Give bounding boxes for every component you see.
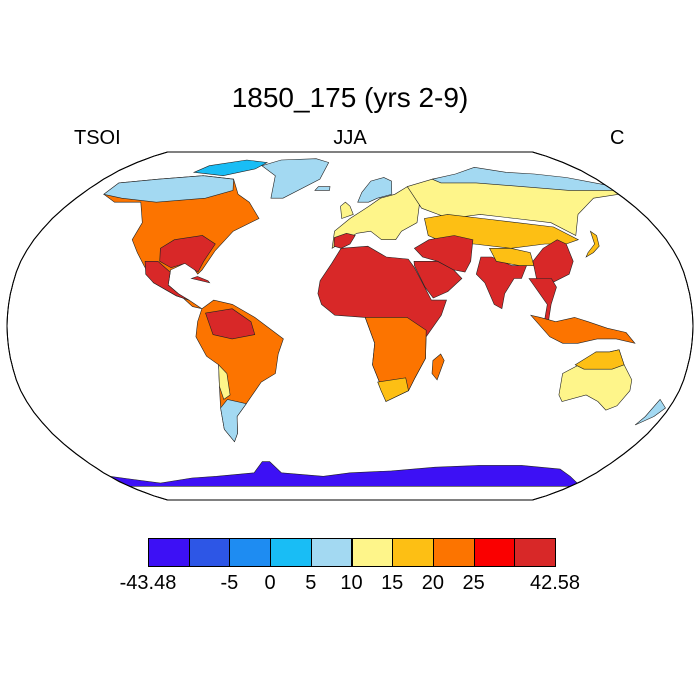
colorbar-swatch: [392, 538, 434, 567]
land-layer: [103, 158, 666, 487]
colorbar-tick-label: 25: [462, 572, 485, 594]
land-andes-cold: [218, 364, 231, 400]
colorbar-swatch: [270, 538, 312, 567]
colorbar-tick-label: -43.48: [119, 572, 177, 594]
colorbar-tick-label: 5: [305, 572, 317, 594]
land-south-america-north: [205, 308, 256, 340]
land-uk: [340, 201, 354, 219]
season-label: JJA: [333, 127, 367, 149]
map-title: 1850_175 (yrs 2-9): [231, 82, 469, 113]
land-mexico: [144, 260, 190, 301]
land-madagascar: [431, 353, 445, 381]
units-label: C: [610, 127, 625, 149]
land-middle-east: [413, 235, 474, 273]
land-south-africa: [377, 377, 409, 402]
land-indonesia: [529, 314, 636, 344]
colorbar-swatch: [229, 538, 272, 567]
land-se-asia: [528, 278, 557, 325]
colorbar-swatch: [310, 538, 353, 567]
land-north-america-arctic: [103, 175, 234, 203]
colorbar-tick-label: 20: [421, 572, 445, 594]
map-border: [6, 151, 694, 501]
colorbar-tick-label: 0: [264, 572, 276, 594]
land-usa-southeast: [159, 235, 216, 273]
land-china-east: [532, 239, 574, 284]
land-antarctica-edge: [109, 461, 578, 487]
colorbar-swatch: [351, 538, 394, 567]
colorbar-swatch: [148, 538, 190, 567]
land-new-zealand: [634, 398, 666, 426]
colorbar-swatch: [473, 538, 516, 567]
land-patagonia: [220, 399, 247, 443]
variable-label: TSOI: [74, 127, 121, 149]
colorbar-swatch: [514, 538, 556, 567]
land-iceland: [314, 186, 331, 191]
colorbar-tick-label: 10: [340, 572, 363, 594]
colorbar-swatch: [188, 538, 231, 567]
land-australia-north: [574, 349, 625, 370]
land-scandinavia: [357, 177, 393, 203]
land-cuba: [190, 276, 211, 284]
land-greenland: [261, 158, 330, 199]
colorbar-swatch: [432, 538, 475, 567]
colorbar-tick-label: 42.58: [529, 572, 581, 594]
land-japan: [585, 230, 600, 258]
colorbar-tick-label: -5: [220, 572, 239, 594]
colorbar-tick-label: 15: [381, 572, 404, 594]
land-india: [475, 256, 528, 310]
land-arctic-islands: [192, 159, 269, 177]
